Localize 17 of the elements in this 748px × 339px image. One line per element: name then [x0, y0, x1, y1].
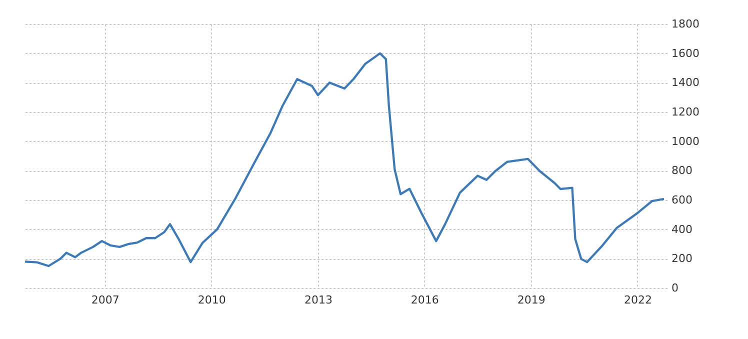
x-tick-label: 2007 [91, 294, 120, 306]
y-tick-label: 1000 [672, 134, 700, 148]
y-tick-label: 800 [672, 164, 692, 178]
x-tick-label: 2010 [198, 294, 226, 306]
y-tick-label: 200 [672, 252, 692, 266]
x-tick-label: 2019 [517, 294, 546, 306]
x-tick-label: 2022 [624, 294, 652, 306]
y-tick-label: 1400 [672, 76, 700, 90]
x-tick-label: 2013 [304, 294, 332, 306]
y-tick-label: 0 [672, 282, 678, 294]
y-tick-label: 400 [672, 222, 692, 236]
x-tick-label: 2016 [410, 294, 439, 306]
y-tick-label: 1600 [672, 46, 700, 60]
y-tick-label: 1200 [672, 106, 700, 118]
line-series [24, 52, 666, 268]
y-tick-label: 600 [672, 194, 692, 206]
y-tick-label: 1800 [672, 18, 700, 30]
